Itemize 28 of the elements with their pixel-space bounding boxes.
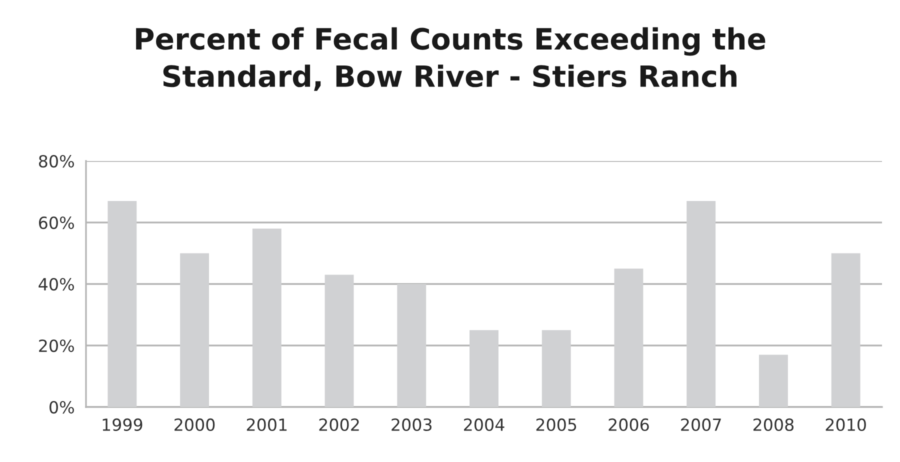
bar — [252, 228, 282, 407]
bar — [542, 330, 571, 407]
bar — [108, 200, 137, 407]
y-tick-label: 60% — [39, 216, 74, 230]
bar — [614, 268, 644, 407]
y-tick-label: 40% — [38, 278, 74, 291]
bar — [324, 274, 354, 407]
chart-title: Percent of Fecal Counts Exceeding the Standard, Bow River - Stiers Ranch — [136, 27, 766, 91]
x-tick-label: 2002 — [319, 418, 359, 432]
x-tick-label: 2005 — [536, 418, 576, 432]
x-tick-label: 2007 — [681, 418, 721, 432]
x-tick-label: 2000 — [174, 418, 215, 432]
x-tick-label: 1999 — [102, 418, 142, 432]
x-tick-label: 2004 — [464, 418, 504, 432]
bar — [758, 354, 788, 407]
x-tick-label: 2001 — [246, 418, 287, 432]
x-tick-label: 2006 — [608, 418, 649, 432]
bar — [397, 284, 426, 407]
x-tick-label: 2003 — [392, 418, 432, 432]
x-tick-label: 2008 — [753, 418, 794, 432]
y-tick-label: 0% — [50, 400, 74, 414]
bar — [686, 200, 716, 407]
x-tick-label: 2010 — [826, 418, 866, 432]
bar — [831, 253, 860, 407]
bar — [470, 330, 498, 407]
y-tick-label: 20% — [39, 339, 74, 352]
bar — [180, 253, 210, 407]
y-tick-label: 80% — [38, 154, 74, 168]
